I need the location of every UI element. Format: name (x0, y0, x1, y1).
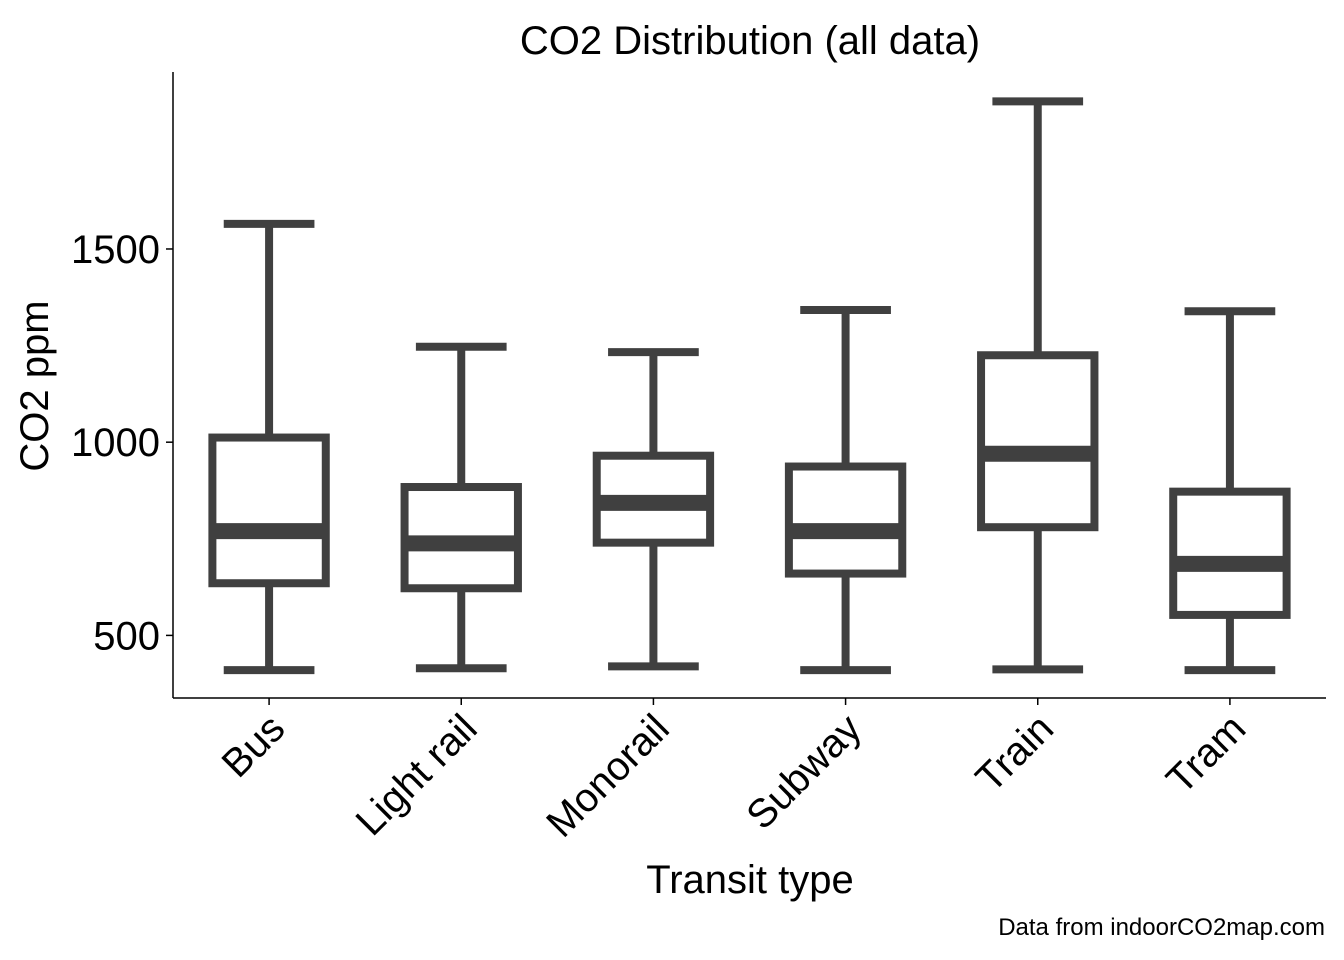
box-train (977, 97, 1099, 674)
y-tick-label: 1000 (71, 421, 160, 465)
iqr-box (977, 351, 1099, 532)
chart-title: CO2 Distribution (all data) (520, 19, 980, 63)
box-monorail (592, 348, 715, 671)
y-tick-label: 500 (93, 614, 160, 658)
x-tick-label: Train (968, 706, 1063, 801)
box-bus (208, 219, 330, 675)
x-tick-label: Tram (1158, 706, 1254, 802)
y-axis: 500 1000 1500 (71, 72, 174, 698)
box-tram (1169, 307, 1291, 675)
y-axis-title: CO2 ppm (13, 300, 57, 471)
x-tick-label: Bus (214, 706, 294, 786)
iqr-box (1169, 487, 1291, 619)
box-light-rail (400, 342, 522, 673)
y-ticks: 500 1000 1500 (71, 228, 173, 658)
x-axis: Bus Light rail Monorail Subway Train Tram (173, 697, 1326, 846)
x-tick-label: Subway (738, 706, 870, 838)
x-axis-title: Transit type (646, 858, 853, 902)
boxes (208, 97, 1291, 675)
chart-caption: Data from indoorCO2map.com (998, 914, 1325, 941)
box-subway (784, 306, 907, 675)
iqr-box (208, 433, 330, 588)
x-tick-label: Monorail (538, 706, 678, 846)
iqr-box (784, 462, 907, 578)
y-tick-label: 1500 (71, 228, 160, 272)
x-tick-label: Light rail (348, 706, 486, 844)
x-ticks: Bus Light rail Monorail Subway Train Tram (214, 698, 1254, 846)
